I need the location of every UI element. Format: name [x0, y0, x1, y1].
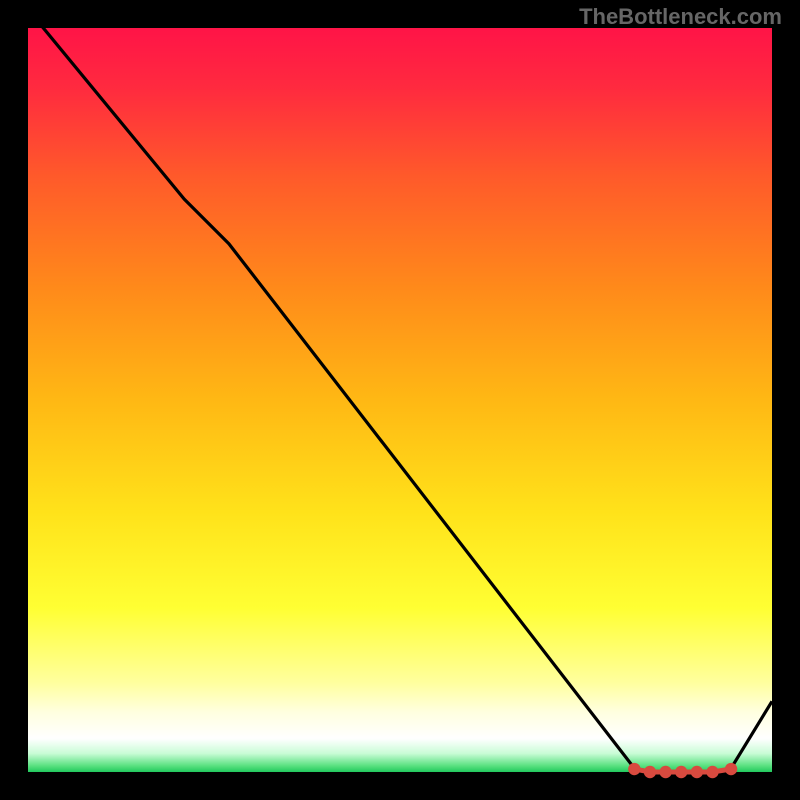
chart-container: TheBottleneck.com [0, 0, 800, 800]
marker-dot [644, 766, 656, 778]
gradient-background [28, 28, 772, 772]
marker-dot [706, 766, 718, 778]
bottleneck-chart [0, 0, 800, 800]
marker-dot [691, 766, 703, 778]
marker-dot [659, 766, 671, 778]
watermark-text: TheBottleneck.com [579, 4, 782, 30]
marker-dot [628, 763, 640, 775]
marker-dot [675, 766, 687, 778]
marker-dot [725, 763, 737, 775]
